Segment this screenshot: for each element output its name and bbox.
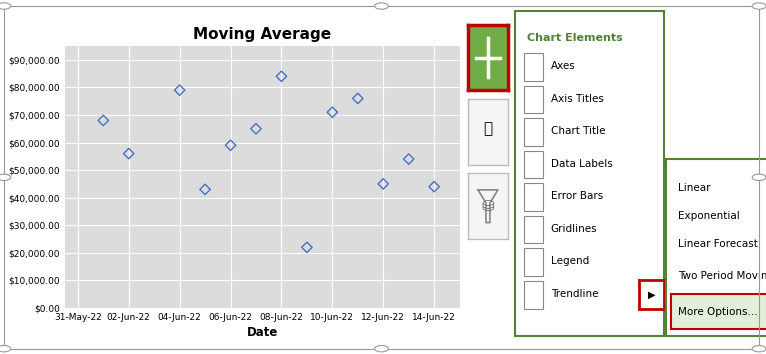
FancyBboxPatch shape xyxy=(524,86,543,113)
Text: Axes: Axes xyxy=(551,61,575,71)
Text: ⛁: ⛁ xyxy=(482,199,494,214)
FancyBboxPatch shape xyxy=(524,53,543,81)
Point xyxy=(174,87,186,93)
Text: Legend: Legend xyxy=(551,256,589,267)
Text: ✓: ✓ xyxy=(525,63,534,73)
Text: Linear: Linear xyxy=(678,183,710,193)
Point xyxy=(377,181,389,187)
FancyBboxPatch shape xyxy=(524,118,543,146)
Text: Axis Titles: Axis Titles xyxy=(551,93,604,104)
Point xyxy=(97,118,110,123)
Text: Linear Forecast: Linear Forecast xyxy=(678,239,758,249)
Text: Chart Title: Chart Title xyxy=(551,126,605,136)
Point xyxy=(428,184,440,189)
Point xyxy=(224,142,237,148)
FancyBboxPatch shape xyxy=(524,151,543,178)
Text: 🖌: 🖌 xyxy=(483,121,493,136)
Point xyxy=(326,109,339,115)
Point xyxy=(199,187,211,192)
Text: Data Labels: Data Labels xyxy=(551,159,612,169)
FancyBboxPatch shape xyxy=(524,183,543,211)
Point xyxy=(352,96,364,101)
Text: Trendline: Trendline xyxy=(551,289,598,299)
Point xyxy=(403,156,415,162)
Text: Two Period Moving Average: Two Period Moving Average xyxy=(678,271,766,281)
FancyBboxPatch shape xyxy=(524,281,543,309)
Text: Chart Elements: Chart Elements xyxy=(527,33,623,44)
Text: More Options...: More Options... xyxy=(678,307,758,316)
Y-axis label: Total Revenue: Total Revenue xyxy=(0,130,5,224)
Text: Exponential: Exponential xyxy=(678,211,739,221)
Text: ▶: ▶ xyxy=(648,290,655,299)
Text: Error Bars: Error Bars xyxy=(551,191,603,201)
Point xyxy=(275,74,287,79)
FancyBboxPatch shape xyxy=(524,249,543,276)
X-axis label: Date: Date xyxy=(247,326,278,339)
Text: ✓: ✓ xyxy=(525,128,534,138)
Text: ✓: ✓ xyxy=(525,225,534,235)
Point xyxy=(301,245,313,250)
Text: Gridlines: Gridlines xyxy=(551,224,597,234)
Text: ✓: ✓ xyxy=(525,95,534,105)
FancyBboxPatch shape xyxy=(524,216,543,244)
Title: Moving Average: Moving Average xyxy=(193,27,332,42)
Point xyxy=(250,126,262,132)
FancyBboxPatch shape xyxy=(671,294,766,329)
Point xyxy=(123,151,135,156)
